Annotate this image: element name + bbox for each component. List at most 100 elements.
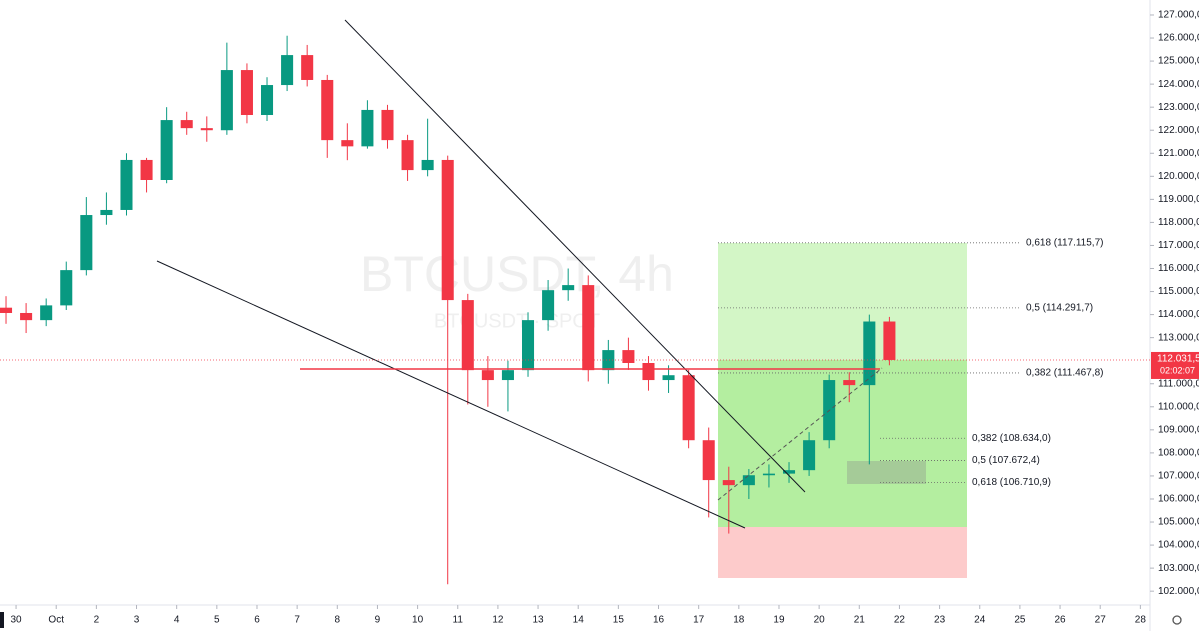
fib-label: 0,382 (108.634,0) [972,433,1051,444]
y-tick-label: 107.000,0 [1158,471,1199,482]
y-tick-label: 113.000,0 [1158,332,1199,343]
dashed-line [717,367,883,501]
x-tick-label: 17 [693,615,705,626]
logo-mark [0,612,4,628]
y-tick-label: 123.000,0 [1158,102,1199,113]
x-tick-label: 28 [1135,615,1147,626]
plot [0,35,896,585]
candle-body [863,321,876,386]
candle-body [461,300,474,371]
y-tick-label: 111.000,0 [1158,378,1199,389]
y-tick-label: 117.000,0 [1158,240,1199,251]
candle-body [0,307,13,313]
y-tick-label: 124.000,0 [1158,79,1199,90]
x-tick-label: 13 [532,615,544,626]
candle-body [642,363,655,381]
x-tick-label: 18 [733,615,745,626]
x-tick-label: 24 [974,615,986,626]
candle-body [682,375,695,441]
stop-zone [718,527,967,578]
fib-label: 0,382 (111.467,8) [1026,368,1103,379]
x-tick-label: 21 [854,615,866,626]
y-tick-label: 110.000,0 [1158,401,1199,412]
x-tick-label: 14 [573,615,585,626]
candle-body [80,215,93,271]
x-tick-label: 10 [412,615,424,626]
x-tick-label: 16 [653,615,665,626]
settings-icon[interactable] [1172,615,1182,625]
y-tick-label: 116.000,0 [1158,263,1199,274]
y-tick-label: 115.000,0 [1158,286,1199,297]
candle-body [421,159,434,171]
candle-body [381,109,394,141]
candle-body [582,285,595,371]
candle-body [883,321,896,360]
candle-body [240,70,253,116]
y-tick-label: 125.000,0 [1158,56,1199,67]
candle-body [521,320,535,371]
x-tick-label: 15 [613,615,625,626]
candle-body [602,350,615,371]
x-tick-label: 25 [1014,615,1026,626]
candle-body [160,120,173,181]
y-tick-label: 119.000,0 [1158,194,1199,205]
candle-body [562,285,575,291]
x-tick-label: 20 [814,615,826,626]
x-tick-label: 19 [773,615,785,626]
x-tick-label: 22 [894,615,906,626]
candle-body [301,55,314,80]
candle-body [100,209,113,216]
target-zone-lower [718,360,967,527]
x-tick-label: 30 [10,615,22,626]
zone-box [847,461,926,484]
target-zone-upper [718,243,967,360]
candle-body [60,270,73,306]
candle-body [140,159,153,181]
candle-body [40,305,53,321]
candle-body [361,109,374,147]
y-tick-label: 103.000,0 [1158,563,1199,574]
candle-body [220,70,233,131]
fib-label: 0,5 (107.672,4) [972,455,1040,466]
x-tick-label: 23 [934,615,946,626]
candle-body [722,480,735,486]
candle-body [200,128,213,131]
fib-label: 0,5 (114.291,7) [1026,303,1093,314]
candle-body [702,440,715,481]
watermark-subtitle: BTCUSDT · SPOT [434,310,600,332]
y-tick-label: 126.000,0 [1158,33,1199,44]
x-tick-label: 26 [1054,615,1066,626]
candle-body [542,290,555,321]
last-price-label: 112.031,5 [1157,354,1199,365]
candle-body [622,350,635,363]
candle-body [180,120,193,129]
x-tick-label: 4 [174,615,180,626]
y-tick-label: 109.000,0 [1158,424,1199,435]
candle-body [481,370,494,381]
watermark-title: BTCUSDT, 4h [360,246,674,302]
x-tick-label: 8 [335,615,341,626]
fib-label: 0,618 (106.710,9) [972,477,1051,488]
x-tick-label: 27 [1095,615,1107,626]
countdown-label: 02:02:07 [1160,365,1195,375]
candle-body [401,140,414,171]
y-tick-label: 105.000,0 [1158,517,1199,528]
candle-body [742,475,755,486]
y-tick-label: 121.000,0 [1158,148,1199,159]
candle-body [281,55,294,86]
candle-body [782,470,796,474]
candle-body [341,140,354,147]
x-tick-label: 7 [294,615,300,626]
candle-body [260,85,274,116]
y-tick-label: 118.000,0 [1158,217,1199,228]
candle-body [662,375,675,381]
last-price-box [1151,351,1199,379]
y-tick-label: 104.000,0 [1158,540,1199,551]
x-tick-label: 9 [375,615,381,626]
trend-line [156,260,746,529]
candle-body [803,440,816,471]
candle-body [441,159,454,301]
x-tick-label: 5 [214,615,220,626]
